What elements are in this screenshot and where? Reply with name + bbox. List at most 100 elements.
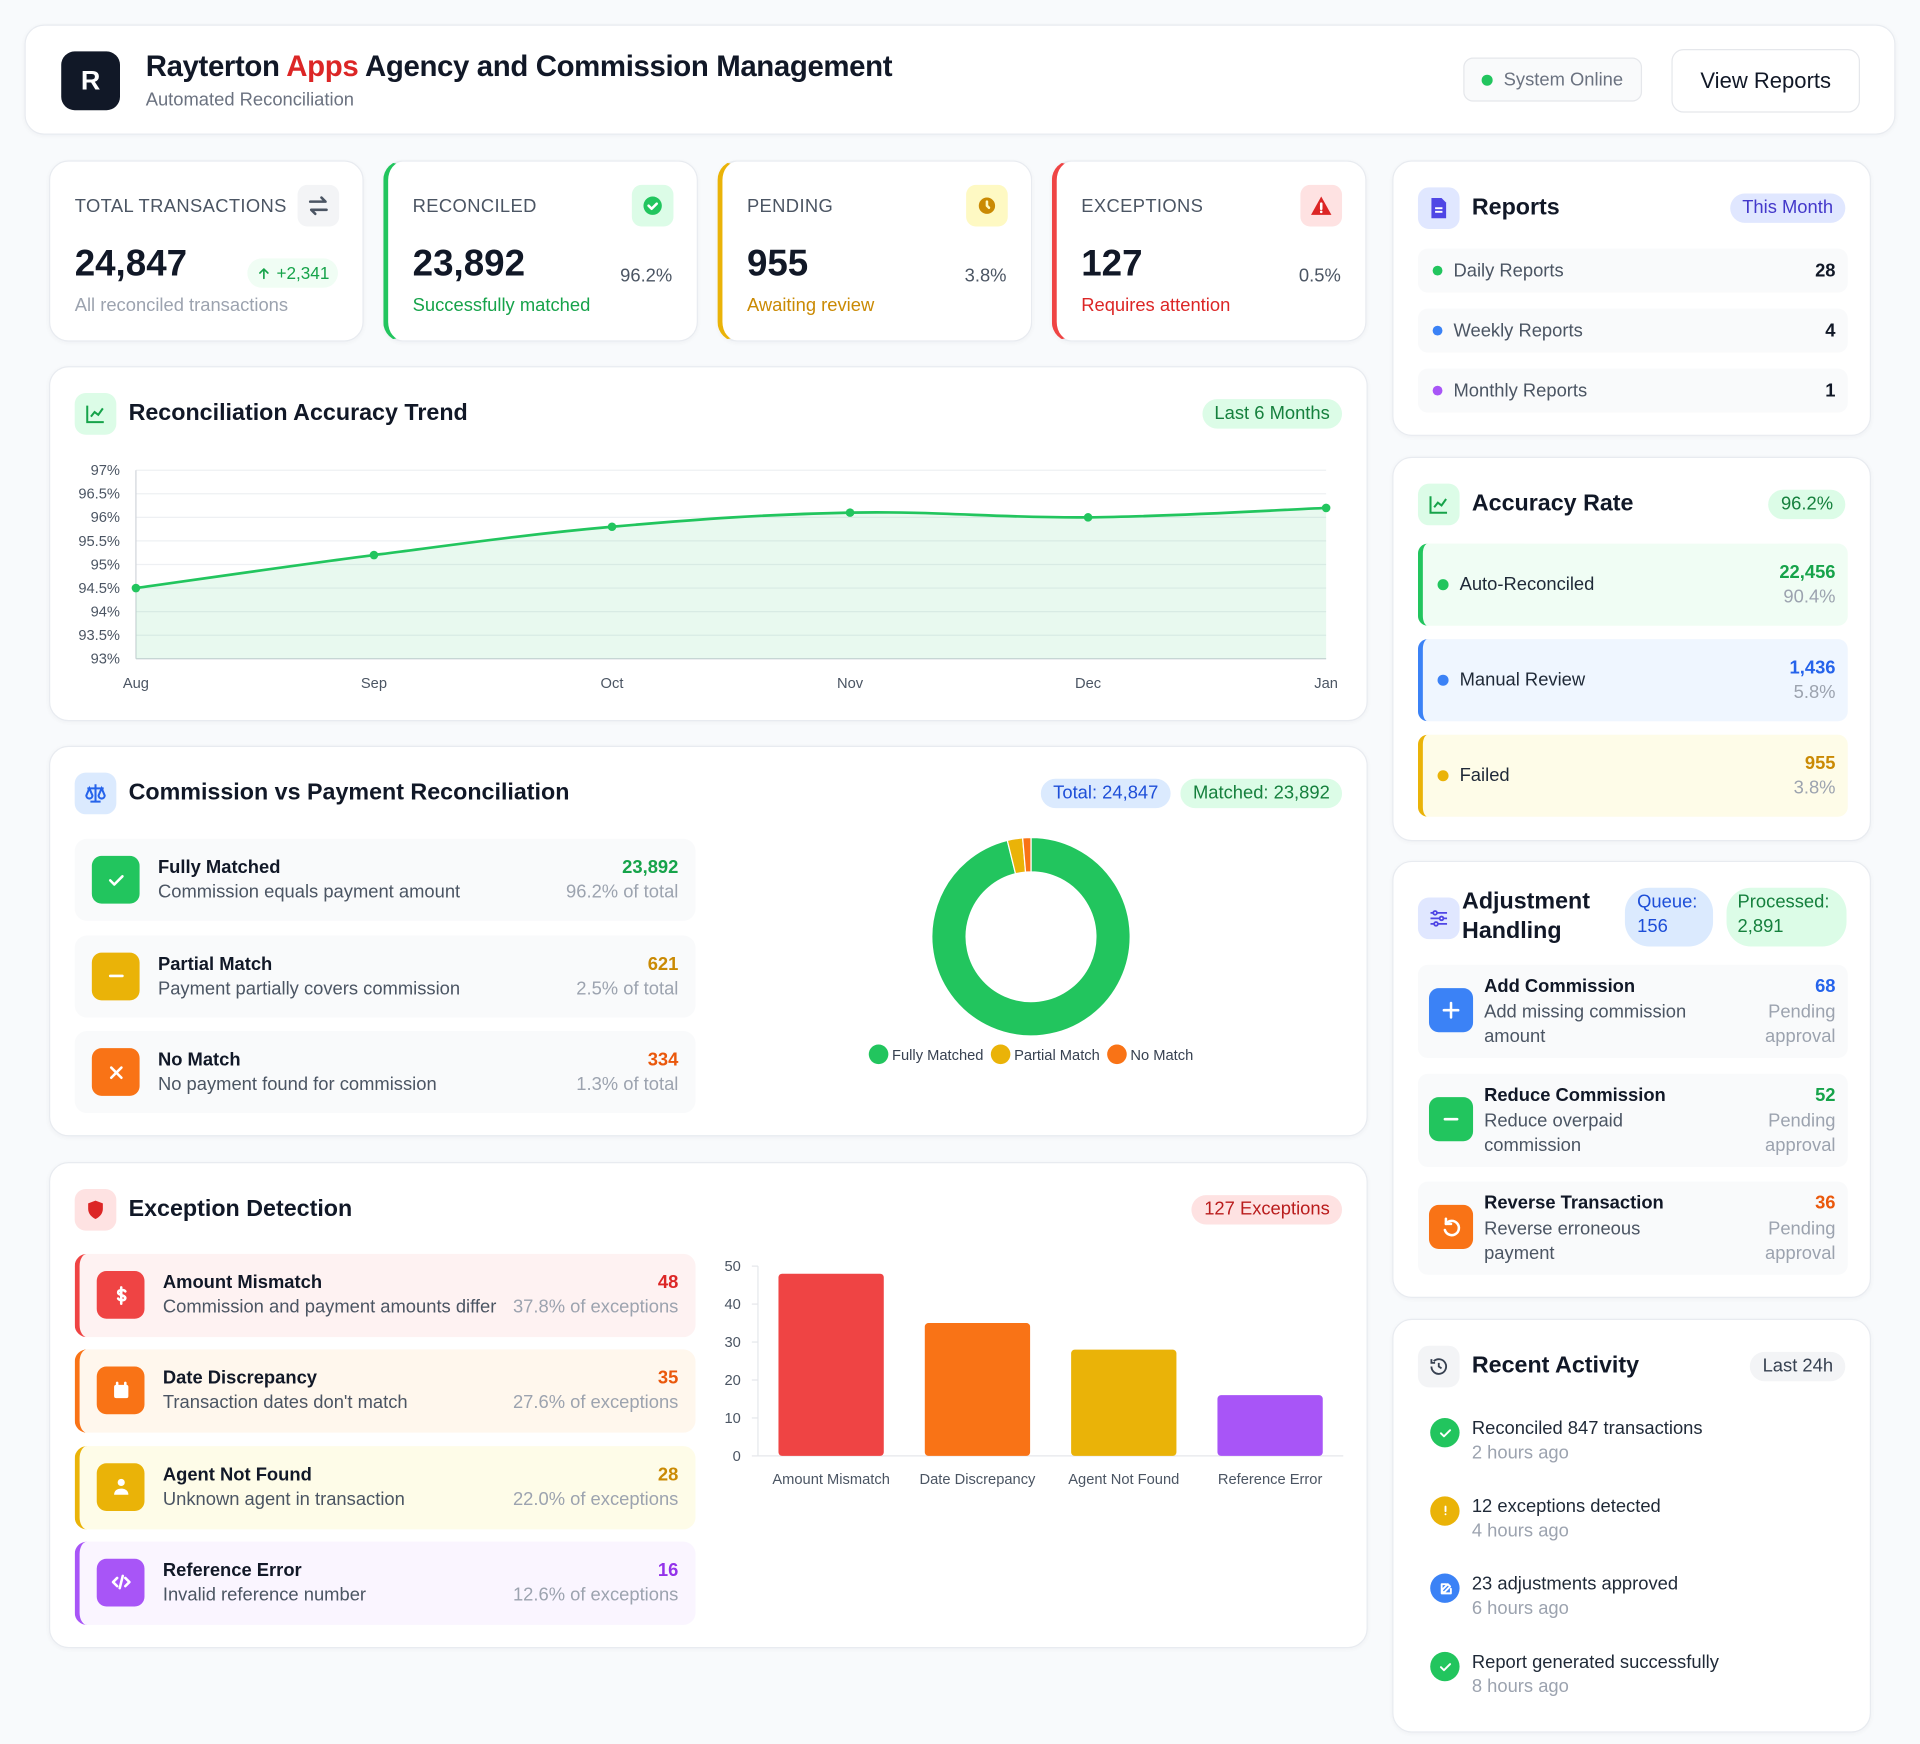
- y-tick-label: 30: [724, 1335, 740, 1351]
- card-title: Accuracy Rate: [1471, 491, 1634, 517]
- icon: [1311, 196, 1332, 215]
- accuracy-share: 90.4%: [1783, 586, 1836, 608]
- y-tick-label: 93%: [91, 652, 120, 668]
- exception-card: Exception Detection 127 Exceptions Amoun…: [48, 1162, 1368, 1649]
- activity-time: 8 hours ago: [1471, 1676, 1569, 1698]
- activity-text: 12 exceptions detected: [1471, 1495, 1661, 1517]
- report-count: 4: [1825, 320, 1836, 342]
- card-badge: Last 24h: [1750, 1351, 1846, 1382]
- activity-item: Report generated successfully 8 hours ag…: [1418, 1647, 1848, 1701]
- item-desc: Commission and payment amounts differ: [162, 1296, 497, 1318]
- stat-change: +2,341: [247, 258, 338, 288]
- adjustment-card: Adjustment Handling Queue: 156 Processed…: [1392, 860, 1872, 1298]
- commission-card: Commission vs Payment Reconciliation Tot…: [48, 745, 1368, 1137]
- y-tick-label: 50: [724, 1259, 740, 1275]
- icon: [109, 1065, 123, 1079]
- card-title: Reconciliation Accuracy Trend: [128, 400, 468, 427]
- item-share: 22.0% of exceptions: [512, 1488, 679, 1510]
- item-icon: [1428, 988, 1474, 1033]
- adjustment-desc: Reduce overpaid commission: [1484, 1110, 1623, 1156]
- y-tick-label: 97%: [91, 463, 120, 479]
- adjustment-count: 68: [1815, 975, 1836, 997]
- stat-value: 23,892: [412, 243, 526, 285]
- card-icon: [1417, 187, 1460, 229]
- stat-value: 24,847: [74, 243, 188, 285]
- adjustment-status: Pending approval: [1765, 1218, 1836, 1264]
- adjustment-row: Add Commission Add missing commission am…: [1417, 964, 1848, 1058]
- item-name: No Match: [157, 1049, 241, 1071]
- accuracy-row: Auto-Reconciled 22,456 90.4%: [1417, 543, 1848, 626]
- activity-time: 6 hours ago: [1471, 1598, 1569, 1620]
- report-row: Monthly Reports 1: [1417, 368, 1848, 413]
- legend-swatch: [1107, 1044, 1127, 1065]
- item-value: 48: [657, 1272, 679, 1294]
- y-tick-label: 96%: [91, 510, 120, 526]
- point: [845, 508, 855, 517]
- title-highlight: Apps: [286, 50, 359, 84]
- legend-swatch: [868, 1044, 889, 1065]
- item-icon: [91, 855, 140, 904]
- x-tick-label: Agent Not Found: [1068, 1472, 1179, 1488]
- adjustment-status: Pending approval: [1765, 1110, 1836, 1156]
- status-text: System Online: [1503, 69, 1624, 91]
- accuracy-dot: [1437, 770, 1449, 782]
- app-title: Rayterton Apps Agency and Commission Man…: [145, 50, 893, 84]
- card-icon: [74, 772, 117, 815]
- y-tick-label: 0: [733, 1449, 741, 1465]
- item-name: Partial Match: [157, 953, 273, 975]
- exception-item: Date Discrepancy Transaction dates don't…: [74, 1349, 696, 1434]
- card-title: Adjustment Handling: [1462, 888, 1591, 945]
- icon: [113, 1381, 128, 1398]
- stat-card: TOTAL TRANSACTIONS 24,847 All reconciled…: [48, 160, 364, 342]
- adjustment-count: 36: [1815, 1192, 1836, 1214]
- stat-card: RECONCILED 23,892 Successfully matched 9…: [383, 160, 698, 342]
- item-desc: Invalid reference number: [162, 1584, 367, 1606]
- activity-text: Reconciled 847 transactions: [1471, 1417, 1703, 1439]
- item-value: 35: [657, 1368, 679, 1389]
- report-name: Daily Reports: [1453, 260, 1564, 282]
- stat-card: PENDING 955 Awaiting review 3.8%: [717, 160, 1033, 342]
- stat-value: 127: [1081, 243, 1143, 285]
- activity-icon: [1430, 1573, 1460, 1604]
- card-title: Commission vs Payment Reconciliation: [128, 780, 570, 806]
- card-badge: Last 6 Months: [1202, 399, 1343, 429]
- item-desc: Payment partially covers commission: [157, 977, 461, 999]
- adjustment-row: Reduce Commission Reduce overpaid commis…: [1417, 1073, 1848, 1167]
- item-name: Agent Not Found: [162, 1463, 312, 1485]
- item-icon: [91, 952, 140, 1000]
- stat-note: Successfully matched: [412, 295, 591, 316]
- icon: [1443, 1217, 1461, 1237]
- accuracy-dot: [1437, 579, 1449, 591]
- stat-card: EXCEPTIONS 127 Requires attention 0.5%: [1051, 160, 1367, 342]
- card-badge: 127 Exceptions: [1191, 1195, 1343, 1225]
- card-icon: [1417, 483, 1460, 526]
- item-share: 12.6% of exceptions: [512, 1584, 679, 1606]
- card-badge: Matched: 23,892: [1180, 778, 1343, 809]
- area: [135, 507, 1327, 659]
- report-name: Monthly Reports: [1453, 380, 1588, 402]
- icon: [113, 1478, 128, 1495]
- stat-label: RECONCILED: [412, 195, 537, 217]
- x-tick-label: Date Discrepancy: [919, 1472, 1036, 1488]
- y-tick-label: 94%: [91, 605, 120, 621]
- item-name: Amount Mismatch: [162, 1272, 323, 1294]
- stat-label: EXCEPTIONS: [1081, 195, 1204, 217]
- stat-note: Requires attention: [1081, 295, 1231, 316]
- item-share: 1.3% of total: [576, 1073, 679, 1095]
- item-share: 27.6% of exceptions: [512, 1392, 679, 1414]
- accuracy-share: 5.8%: [1793, 682, 1836, 703]
- item-icon: [96, 1558, 145, 1607]
- item-icon: [96, 1366, 145, 1415]
- title-start: Rayterton: [145, 50, 280, 84]
- report-name: Weekly Reports: [1453, 320, 1583, 342]
- accuracy-name: Manual Review: [1459, 669, 1586, 691]
- item-desc: Unknown agent in transaction: [162, 1488, 405, 1510]
- accuracy-dot: [1437, 674, 1449, 686]
- item-value: 16: [657, 1559, 679, 1581]
- status-pill: System Online: [1463, 57, 1642, 102]
- adjustment-status: Pending approval: [1765, 1001, 1836, 1047]
- activity-item: 23 adjustments approved 6 hours ago: [1418, 1569, 1848, 1623]
- item-icon: [96, 1271, 145, 1319]
- view-reports-button[interactable]: View Reports: [1671, 48, 1861, 113]
- icon: [108, 974, 124, 978]
